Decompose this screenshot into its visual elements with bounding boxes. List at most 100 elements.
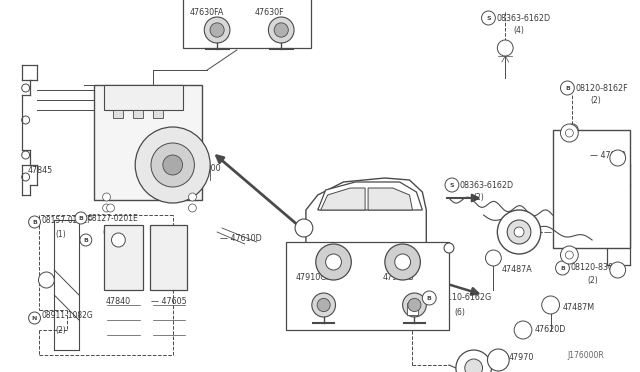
Bar bbox=[153, 110, 163, 118]
Text: (2): (2) bbox=[587, 276, 598, 285]
Text: 08120-8162F: 08120-8162F bbox=[575, 83, 628, 93]
Polygon shape bbox=[368, 188, 413, 210]
Circle shape bbox=[561, 246, 579, 264]
Circle shape bbox=[385, 244, 420, 280]
Circle shape bbox=[204, 17, 230, 43]
Text: 47845: 47845 bbox=[28, 166, 53, 174]
Circle shape bbox=[135, 127, 210, 203]
Text: S: S bbox=[486, 16, 491, 20]
Circle shape bbox=[274, 23, 288, 37]
Circle shape bbox=[210, 23, 224, 37]
Text: — 47950: — 47950 bbox=[544, 228, 580, 237]
Text: 47910GA: 47910GA bbox=[296, 273, 333, 282]
Circle shape bbox=[22, 116, 29, 124]
Text: B: B bbox=[32, 219, 37, 224]
Circle shape bbox=[102, 193, 111, 201]
Circle shape bbox=[268, 17, 294, 43]
Text: 08911-1082G: 08911-1082G bbox=[42, 311, 93, 321]
Circle shape bbox=[151, 143, 195, 187]
Text: 08363-6162D: 08363-6162D bbox=[460, 180, 514, 189]
Circle shape bbox=[514, 227, 524, 237]
Bar bbox=[93, 85, 202, 200]
Bar bbox=[406, 303, 419, 315]
Text: (4): (4) bbox=[513, 26, 524, 35]
Circle shape bbox=[561, 81, 574, 95]
Text: 08127-0201E: 08127-0201E bbox=[88, 214, 139, 222]
Circle shape bbox=[481, 11, 495, 25]
Circle shape bbox=[541, 296, 559, 314]
Circle shape bbox=[22, 84, 29, 92]
Circle shape bbox=[29, 312, 40, 324]
Bar bbox=[113, 110, 124, 118]
Circle shape bbox=[29, 216, 40, 228]
Bar bbox=[104, 85, 182, 110]
Bar bbox=[104, 225, 143, 290]
Text: — 47605: — 47605 bbox=[151, 298, 187, 307]
Bar bbox=[133, 110, 143, 118]
Text: 47487A: 47487A bbox=[501, 266, 532, 275]
Circle shape bbox=[295, 219, 313, 237]
Text: N: N bbox=[32, 315, 37, 321]
Bar bbox=[182, 0, 311, 48]
Text: 47840: 47840 bbox=[106, 298, 131, 307]
Circle shape bbox=[565, 251, 573, 259]
Text: (1): (1) bbox=[55, 230, 66, 238]
Text: (2): (2) bbox=[590, 96, 601, 105]
Text: 47910G: 47910G bbox=[383, 273, 414, 282]
Text: — 47600: — 47600 bbox=[184, 164, 220, 173]
Text: 08363-6162D: 08363-6162D bbox=[497, 13, 550, 22]
Text: 08157-0201F: 08157-0201F bbox=[42, 215, 92, 224]
Circle shape bbox=[565, 129, 573, 137]
Circle shape bbox=[422, 291, 436, 305]
Circle shape bbox=[408, 298, 421, 312]
Text: B: B bbox=[565, 86, 570, 90]
Circle shape bbox=[514, 321, 532, 339]
Circle shape bbox=[317, 298, 330, 312]
Circle shape bbox=[22, 173, 29, 181]
Circle shape bbox=[102, 204, 111, 212]
Text: 47487M: 47487M bbox=[563, 304, 595, 312]
Circle shape bbox=[610, 262, 626, 278]
Text: 47970: 47970 bbox=[508, 353, 534, 362]
Text: 08110-6162G: 08110-6162G bbox=[437, 294, 492, 302]
Text: B: B bbox=[83, 237, 88, 243]
Circle shape bbox=[403, 293, 426, 317]
Text: (2): (2) bbox=[474, 192, 484, 202]
Circle shape bbox=[38, 272, 54, 288]
Text: B: B bbox=[79, 215, 83, 221]
Circle shape bbox=[488, 349, 509, 371]
Circle shape bbox=[326, 254, 341, 270]
Circle shape bbox=[22, 151, 29, 159]
Polygon shape bbox=[321, 188, 365, 210]
Text: (6): (6) bbox=[454, 308, 465, 317]
Circle shape bbox=[561, 124, 579, 142]
Text: 47910(RH): 47910(RH) bbox=[350, 304, 393, 312]
Text: — 47610D: — 47610D bbox=[220, 234, 262, 243]
Circle shape bbox=[610, 150, 626, 166]
Polygon shape bbox=[317, 182, 422, 210]
Text: (2): (2) bbox=[55, 326, 66, 334]
Circle shape bbox=[395, 254, 410, 270]
Bar bbox=[552, 130, 630, 248]
Text: B: B bbox=[560, 266, 565, 270]
Circle shape bbox=[316, 244, 351, 280]
Circle shape bbox=[445, 178, 459, 192]
Circle shape bbox=[80, 234, 92, 246]
Circle shape bbox=[508, 220, 531, 244]
Circle shape bbox=[111, 233, 125, 247]
Bar bbox=[286, 242, 449, 330]
Circle shape bbox=[444, 243, 454, 253]
Circle shape bbox=[163, 155, 182, 175]
Circle shape bbox=[497, 210, 541, 254]
Circle shape bbox=[75, 212, 87, 224]
Text: S: S bbox=[450, 183, 454, 187]
Circle shape bbox=[566, 124, 579, 136]
Circle shape bbox=[465, 359, 483, 372]
Circle shape bbox=[188, 193, 196, 201]
Circle shape bbox=[456, 350, 492, 372]
Circle shape bbox=[556, 261, 570, 275]
Bar bbox=[150, 225, 188, 290]
Text: — 47850: — 47850 bbox=[590, 151, 626, 160]
Text: B: B bbox=[427, 295, 432, 301]
Text: 08120-8302F: 08120-8302F bbox=[570, 263, 623, 273]
